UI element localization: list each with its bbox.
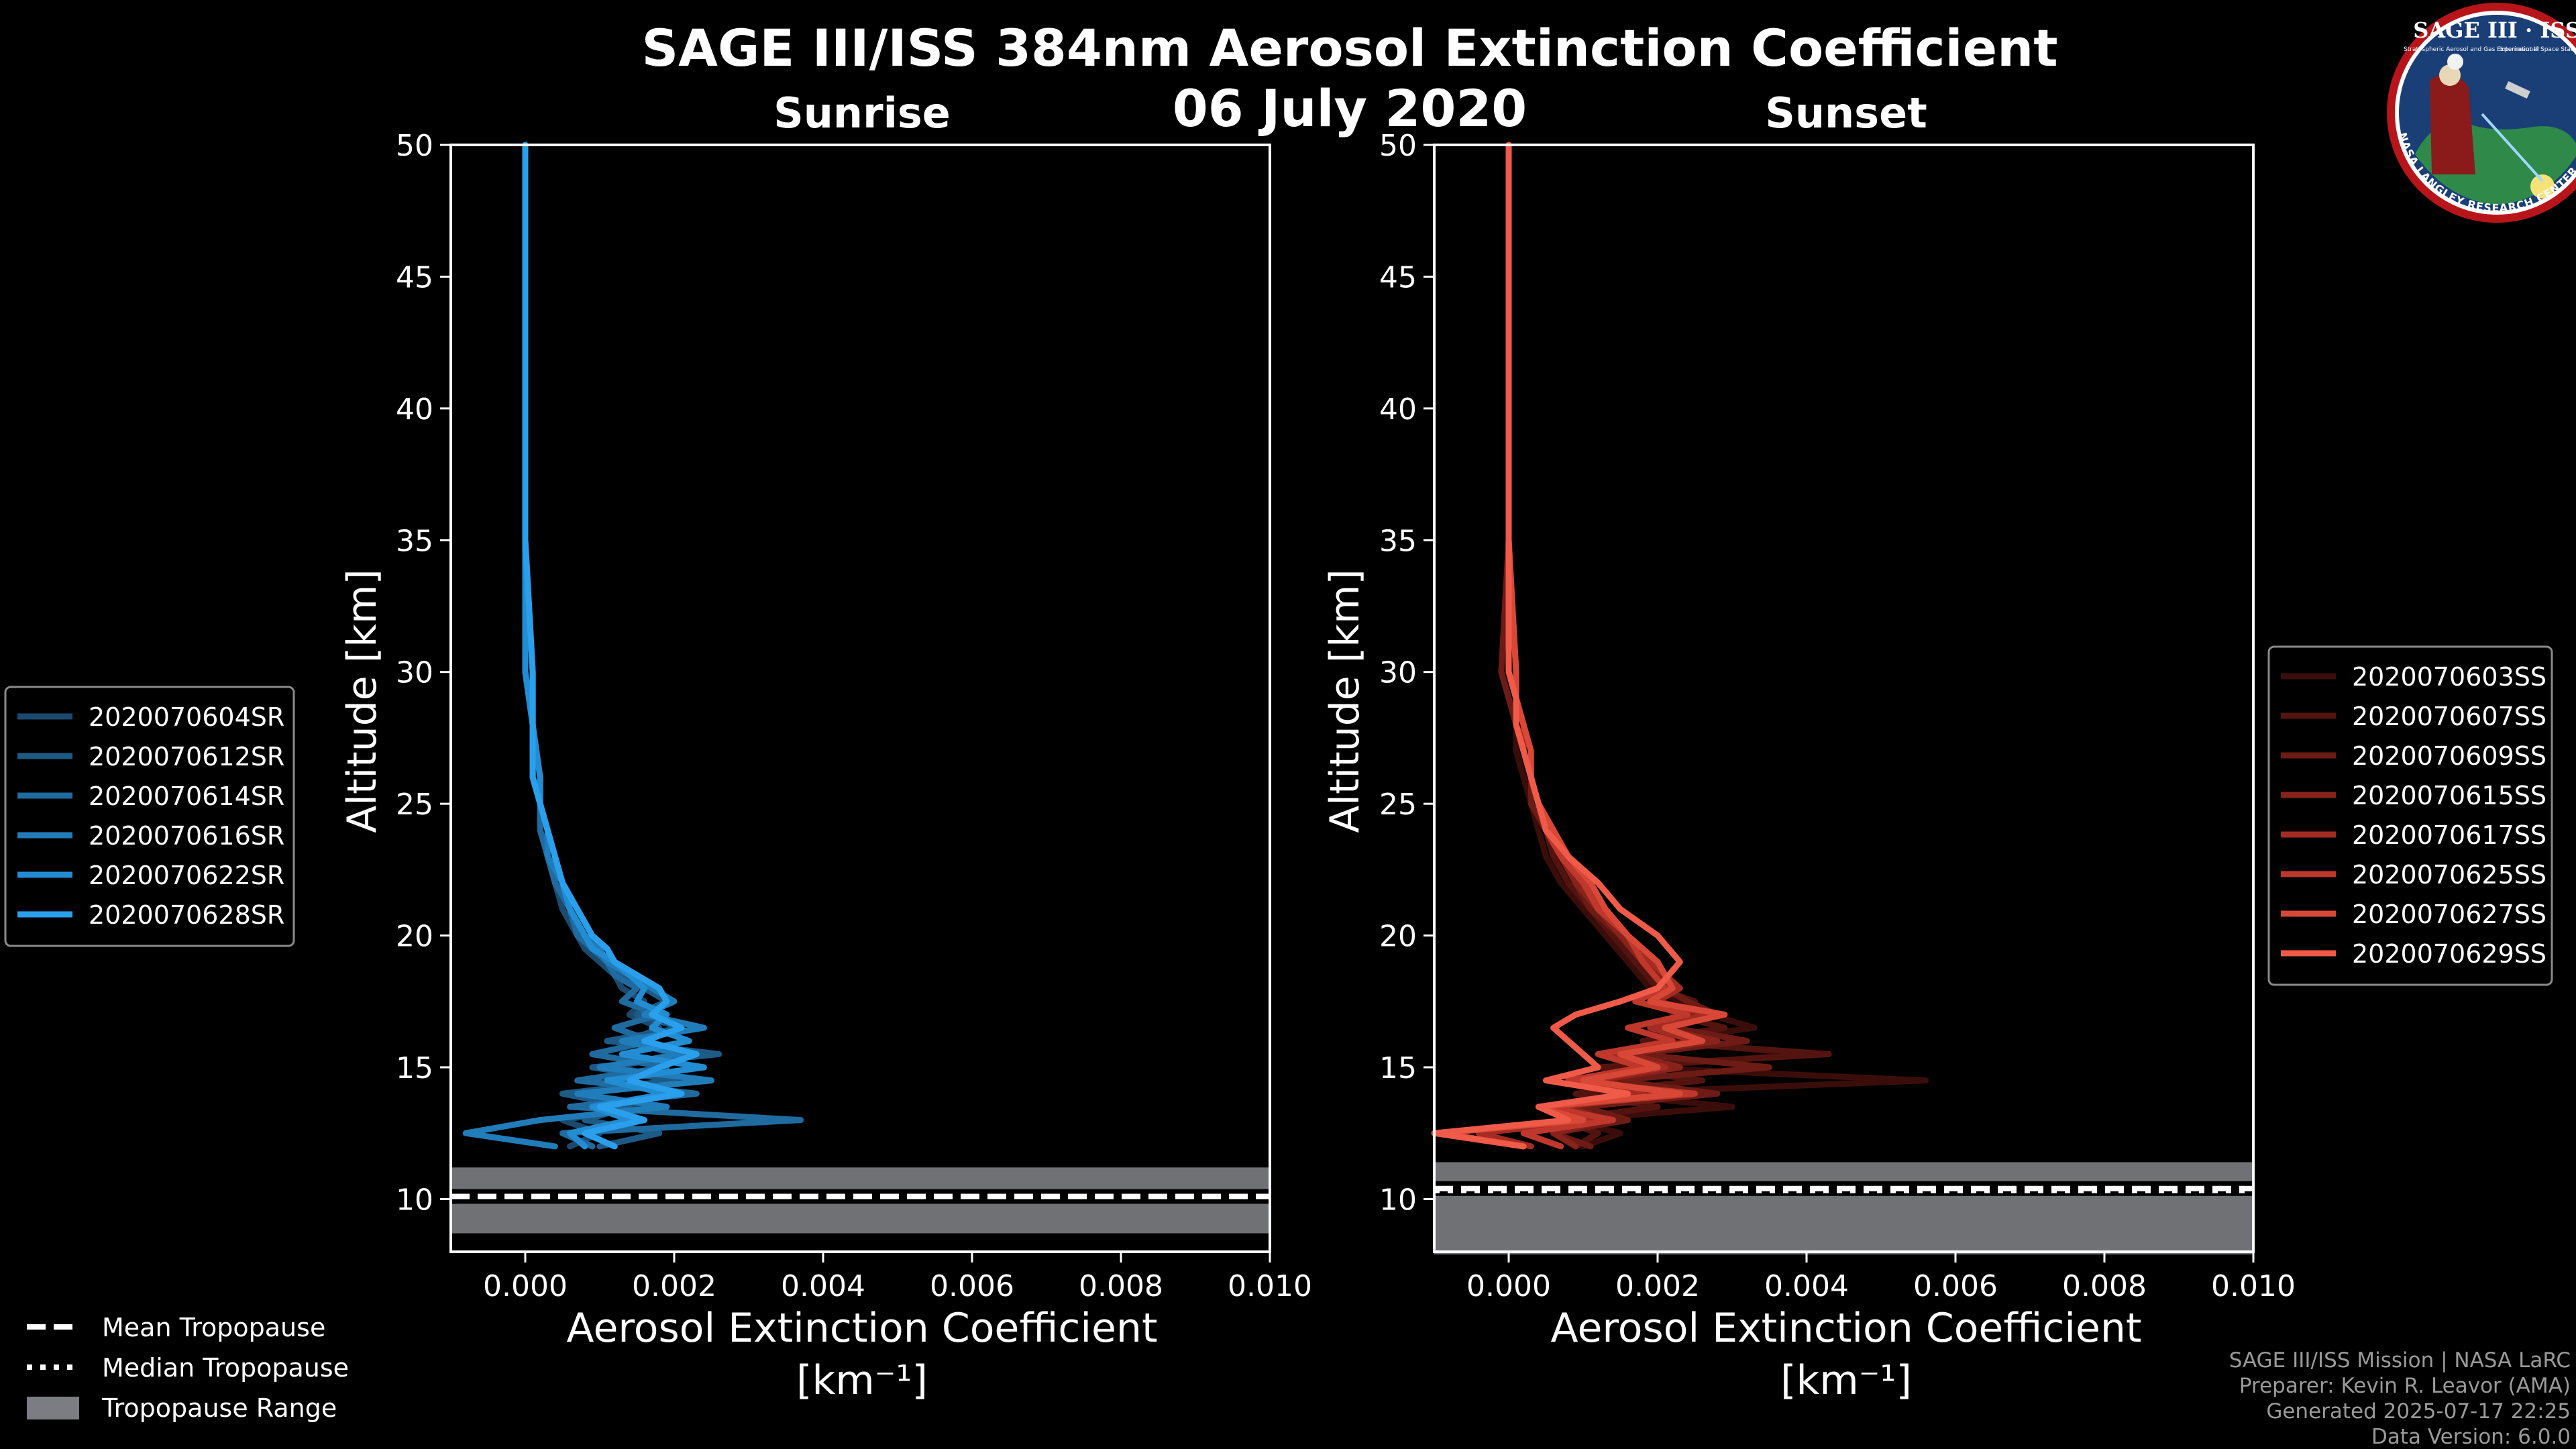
sunrise-ytick-label: 35 xyxy=(396,524,433,558)
sunrise-xtick-label: 0.000 xyxy=(483,1269,568,1303)
sunset-ylabel: Altitude [km] xyxy=(1322,569,1368,833)
sunrise-xtick-label: 0.004 xyxy=(781,1269,865,1303)
sunrise-title: Sunrise xyxy=(773,89,951,138)
tropopause-legend: Mean Tropopause Median Tropopause Tropop… xyxy=(27,1313,349,1423)
sunset-ytick-label: 10 xyxy=(1379,1183,1417,1217)
sunrise-ytick-label: 25 xyxy=(396,788,433,822)
sunset-legend-label: 2020070629SS xyxy=(2352,939,2546,969)
sunrise-ytick-label: 30 xyxy=(396,656,433,690)
logo-small-right: International Space Station xyxy=(2500,46,2576,53)
sunrise-legend-label: 2020070604SR xyxy=(89,702,284,732)
sunset-legend-label: 2020070607SS xyxy=(2352,702,2546,731)
sunset-ytick-label: 15 xyxy=(1379,1051,1417,1085)
sunset-panel: Sunset 0.000 0.002 0.004 0.006 0.008 0.010 10 1… xyxy=(1322,89,2296,1404)
logo-sun-icon xyxy=(2530,174,2555,199)
sunrise-ytick-label: 15 xyxy=(396,1051,433,1085)
sunrise-xtick-label: 0.010 xyxy=(1228,1269,1312,1303)
sunset-legend-label: 2020070603SS xyxy=(2352,662,2546,692)
sunset-legend-box xyxy=(2267,645,2553,986)
sunset-plot-area: 0.000 0.002 0.004 0.006 0.008 0.010 10 15 20 25 30… xyxy=(1379,129,2296,1303)
credit-preparer: Preparer: Kevin R. Leavor (AMA) xyxy=(2239,1374,2571,1398)
sunset-legend-label: 2020070615SS xyxy=(2352,781,2546,810)
logo-figure-icon xyxy=(2430,73,2475,174)
sunset-xlabel-unit: [km⁻¹] xyxy=(1780,1357,1912,1404)
sunset-ytick-label: 50 xyxy=(1379,129,1417,163)
sunset-ytick-label: 25 xyxy=(1379,788,1417,822)
credit-generated: Generated 2025-07-17 22:25 xyxy=(2266,1399,2571,1424)
sunset-xtick-label: 0.010 xyxy=(2211,1269,2296,1303)
sunrise-xtick-label: 0.006 xyxy=(930,1269,1014,1303)
sunset-xtick-label: 0.004 xyxy=(1764,1269,1849,1303)
logo-moon-icon xyxy=(2447,54,2463,70)
sunset-legend-label: 2020070609SS xyxy=(2352,741,2546,771)
sunset-ytick-label: 30 xyxy=(1379,656,1417,690)
sunset-xlabel: Aerosol Extinction Coefficient xyxy=(1551,1305,2142,1352)
sunset-tropopause-range xyxy=(1434,1162,2253,1254)
sunrise-ytick-label: 45 xyxy=(396,260,433,294)
sunrise-ylabel: Altitude [km] xyxy=(339,569,386,833)
sunrise-xtick-label: 0.002 xyxy=(632,1269,716,1303)
tropopause-range-swatch xyxy=(27,1397,79,1419)
logo-top-text: SAGE III · ISS xyxy=(2413,17,2576,43)
sunset-xtick-label: 0.008 xyxy=(2062,1269,2147,1303)
sunrise-legend-label: 2020070616SR xyxy=(89,821,284,851)
sunset-legend-label: 2020070625SS xyxy=(2352,860,2546,890)
sunrise-ytick-label: 10 xyxy=(396,1183,433,1217)
sunrise-xlabel-unit: [km⁻¹] xyxy=(796,1357,928,1404)
sunrise-legend-label: 2020070612SR xyxy=(89,742,284,771)
sunrise-xtick-label: 0.008 xyxy=(1079,1269,1163,1303)
sunrise-legend: 2020070604SR 2020070612SR 2020070614SR 2020… xyxy=(4,686,295,947)
logo-beam-icon xyxy=(2481,113,2544,182)
logo-station-icon xyxy=(2505,80,2530,99)
sunrise-panel: Sunrise 0.000 0.002 0.004 0.006 0.008 0.010 10… xyxy=(339,89,1312,1404)
credit-mission: SAGE III/ISS Mission | NASA LaRC xyxy=(2229,1348,2571,1373)
sunset-xtick-label: 0.000 xyxy=(1466,1269,1551,1303)
mean-tropopause-label: Mean Tropopause xyxy=(102,1313,325,1342)
figure-title: SAGE III/ISS 384nm Aerosol Extinction Co… xyxy=(641,18,2057,78)
sunset-series-line-2020070629SS xyxy=(1431,142,1683,1150)
median-tropopause-label: Median Tropopause xyxy=(102,1353,349,1383)
sunset-xtick-label: 0.006 xyxy=(1913,1269,1998,1303)
sunrise-ytick-label: 40 xyxy=(396,392,433,427)
credits: SAGE III/ISS Mission | NASA LaRC Prepare… xyxy=(2229,1348,2571,1449)
sunset-ytick-label: 45 xyxy=(1379,260,1417,294)
sunrise-axes-frame xyxy=(449,144,1271,1253)
sunrise-plot-area: 0.000 0.002 0.004 0.006 0.008 0.010 10 15 20 25 30… xyxy=(396,129,1312,1303)
sunset-ytick-label: 20 xyxy=(1379,920,1417,954)
figure-date: 06 July 2020 xyxy=(1173,78,1527,138)
sunset-axes-frame xyxy=(1433,144,2255,1253)
credit-data-version: Data Version: 6.0.0 xyxy=(2371,1425,2571,1449)
sunset-legend-label: 2020070617SS xyxy=(2352,820,2546,850)
sunset-xtick-label: 0.002 xyxy=(1615,1269,1700,1303)
sunrise-xlabel: Aerosol Extinction Coefficient xyxy=(567,1305,1158,1352)
sunset-ytick-label: 35 xyxy=(1379,524,1417,558)
sunrise-ytick-label: 20 xyxy=(396,920,433,954)
sunset-legend: 2020070603SS 2020070607SS 2020070609SS 2020… xyxy=(2267,645,2553,986)
sunrise-legend-label: 2020070628SR xyxy=(89,900,284,930)
tropopause-range-label: Tropopause Range xyxy=(101,1393,337,1423)
sunrise-legend-label: 2020070622SR xyxy=(89,861,284,890)
sunset-legend-label: 2020070627SS xyxy=(2352,900,2546,929)
logo-small-left: Stratospheric Aerosol and Gas Experiment… xyxy=(2404,46,2539,53)
sunrise-ytick-label: 50 xyxy=(396,129,433,163)
sunrise-legend-box xyxy=(4,686,295,947)
sunrise-legend-label: 2020070614SR xyxy=(89,782,284,811)
sunrise-series-line-2020070628SR xyxy=(522,142,700,1150)
sunset-ytick-label: 40 xyxy=(1379,392,1417,427)
sunset-title: Sunset xyxy=(1765,89,1927,138)
